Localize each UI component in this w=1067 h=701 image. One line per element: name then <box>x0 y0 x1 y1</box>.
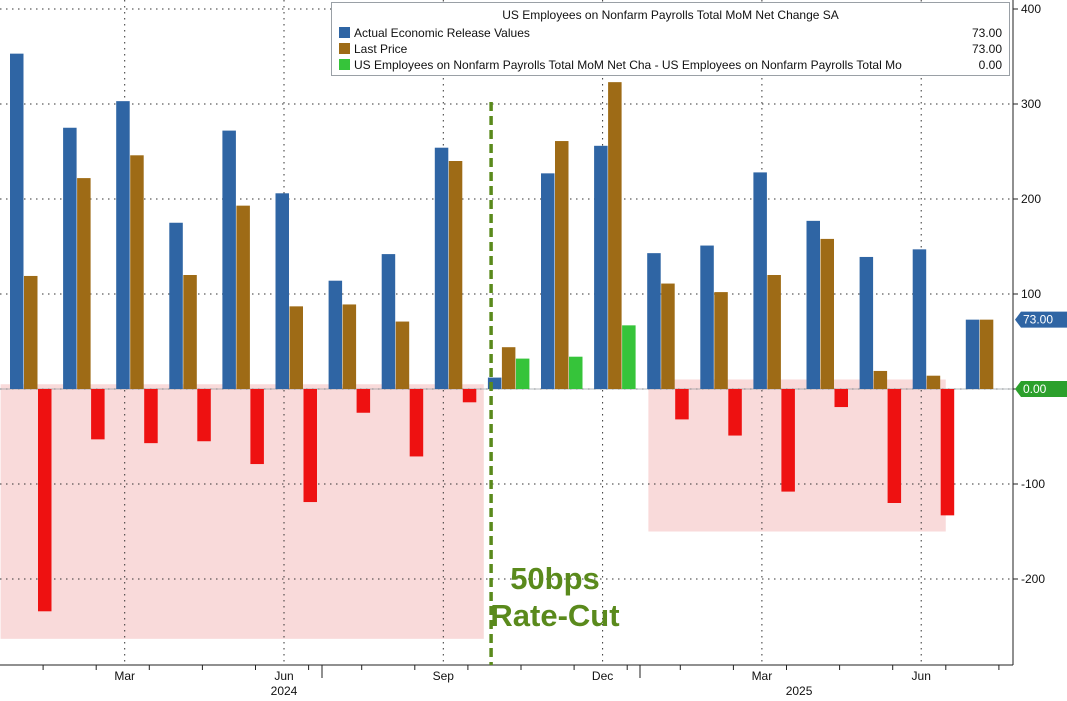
bar-difference <box>781 389 795 492</box>
y-tick-label: 100 <box>1021 287 1041 301</box>
y-tick-label: 400 <box>1021 2 1041 16</box>
bar-last-price <box>130 155 144 389</box>
bar-difference <box>515 358 530 389</box>
legend-item-actual: Actual Economic Release Values 73.00 <box>332 25 1009 41</box>
bar-difference <box>622 325 636 389</box>
bar-difference <box>144 389 158 444</box>
bar-actual <box>859 256 874 389</box>
bar-actual <box>806 220 820 389</box>
legend-item-last-price: Last Price 73.00 <box>332 41 1009 57</box>
bar-actual <box>594 145 608 389</box>
bar-actual <box>912 249 927 389</box>
bar-difference <box>887 389 902 503</box>
legend-value-actual: 73.00 <box>971 26 1002 40</box>
bar-last-price <box>342 304 357 389</box>
y-tick-label: 200 <box>1021 192 1041 206</box>
bar-actual <box>275 193 289 389</box>
bar-last-price <box>714 292 728 389</box>
bar-last-price <box>24 275 38 389</box>
bar-actual <box>647 253 661 389</box>
legend-value-last-price: 73.00 <box>971 42 1002 56</box>
bar-actual <box>63 127 77 389</box>
legend-value-difference: 0.00 <box>978 58 1002 72</box>
bar-difference <box>462 389 477 403</box>
legend-swatch-actual <box>339 27 350 38</box>
x-tick-label: Jun <box>274 669 293 683</box>
bar-actual <box>169 222 183 389</box>
bar-last-price <box>448 161 463 389</box>
bar-difference <box>834 389 848 408</box>
rate-cut-annotation: 50bps Rate-Cut <box>470 560 640 634</box>
legend-item-difference: US Employees on Nonfarm Payrolls Total M… <box>332 57 1009 73</box>
bar-last-price <box>608 82 622 390</box>
x-tick-label: Sep <box>433 669 455 683</box>
bar-difference <box>675 389 689 420</box>
x-tick-label: Mar <box>752 669 773 683</box>
bar-actual <box>10 53 24 390</box>
bar-difference <box>38 389 52 612</box>
bar-difference <box>728 389 742 436</box>
last-value-tag <box>1015 381 1067 397</box>
annotation-line-2: Rate-Cut <box>490 598 620 633</box>
bar-actual <box>487 377 502 389</box>
bar-last-price <box>236 205 250 389</box>
x-tick-label: Jun <box>912 669 931 683</box>
bar-difference <box>303 389 317 503</box>
bar-actual <box>541 173 555 389</box>
x-tick-label: Mar <box>114 669 135 683</box>
bar-last-price <box>820 238 834 389</box>
bar-last-price <box>289 306 303 389</box>
bar-actual <box>116 101 130 390</box>
y-tick-label: -200 <box>1021 572 1045 586</box>
bar-actual <box>965 319 980 389</box>
bar-actual <box>753 172 767 389</box>
legend-title: US Employees on Nonfarm Payrolls Total M… <box>502 8 839 22</box>
legend-label-difference: US Employees on Nonfarm Payrolls Total M… <box>354 58 902 72</box>
shaded-region-2 <box>648 379 946 532</box>
bar-last-price <box>501 347 516 389</box>
bar-actual <box>434 147 449 389</box>
bar-difference <box>409 389 424 457</box>
y-tick-label: 300 <box>1021 97 1041 111</box>
bar-difference <box>197 389 211 442</box>
bar-last-price <box>873 370 888 389</box>
bar-difference <box>940 389 955 516</box>
x-tick-label: Dec <box>592 669 613 683</box>
bar-last-price <box>395 321 410 389</box>
legend-label-actual: Actual Economic Release Values <box>354 26 530 40</box>
bar-difference <box>569 356 583 389</box>
bar-difference <box>91 389 105 440</box>
x-year-label: 2025 <box>786 684 813 698</box>
bar-difference <box>356 389 371 413</box>
shaded-region-1 <box>0 384 484 639</box>
legend-label-last-price: Last Price <box>354 42 408 56</box>
bar-last-price <box>555 141 569 389</box>
legend-swatch-last-price <box>339 43 350 54</box>
x-year-label: 2024 <box>271 684 298 698</box>
chart-legend: US Employees on Nonfarm Payrolls Total M… <box>331 2 1010 76</box>
legend-swatch-difference <box>339 59 350 70</box>
bar-last-price <box>77 178 91 389</box>
bar-actual <box>381 254 396 389</box>
last-value-tag-label: 0.00 <box>1023 382 1047 396</box>
bar-last-price <box>661 283 675 389</box>
bar-difference <box>250 389 264 465</box>
last-value-tag-label: 73.00 <box>1023 313 1053 327</box>
y-tick-label: -100 <box>1021 477 1045 491</box>
bar-last-price <box>767 275 781 389</box>
bar-last-price <box>979 319 994 389</box>
bar-actual <box>700 245 714 389</box>
last-value-tag <box>1015 311 1067 328</box>
annotation-line-1: 50bps <box>510 561 600 596</box>
bar-last-price <box>183 275 197 389</box>
bar-actual <box>222 130 236 389</box>
bar-actual <box>328 280 343 389</box>
bar-last-price <box>926 375 941 389</box>
